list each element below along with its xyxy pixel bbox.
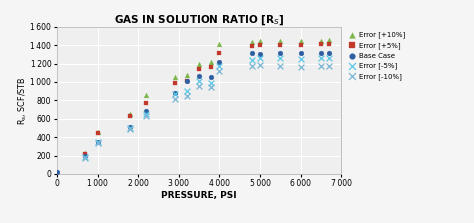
Base Case [208, 76, 215, 79]
Error [-5%] [317, 57, 325, 60]
Base Case [276, 52, 284, 55]
Error [-5%] [82, 155, 89, 159]
Error [-5%] [143, 112, 150, 116]
Error [+10%] [183, 73, 191, 76]
Error [+5%] [195, 67, 203, 71]
Error [+5%] [317, 42, 325, 45]
Base Case [297, 52, 304, 55]
Error [+10%] [317, 39, 325, 42]
Error [+5%] [94, 131, 101, 134]
Error [+10%] [143, 93, 150, 97]
Error [-5%] [208, 81, 215, 85]
Error [-10%] [276, 64, 284, 68]
Error [+5%] [248, 44, 255, 47]
Error [+10%] [82, 151, 89, 155]
X-axis label: PRESSURE, PSI: PRESSURE, PSI [161, 191, 237, 200]
Error [-5%] [216, 64, 223, 68]
Base Case [256, 53, 264, 56]
Base Case [94, 140, 101, 144]
Error [-10%] [126, 127, 134, 131]
Base Case [216, 60, 223, 64]
Error [+5%] [126, 115, 134, 118]
Base Case [143, 110, 150, 113]
Base Case [53, 170, 61, 174]
Error [-10%] [183, 94, 191, 98]
Error [+5%] [143, 101, 150, 104]
Error [+5%] [82, 152, 89, 156]
Error [-5%] [195, 80, 203, 83]
Error [-10%] [171, 98, 179, 101]
Error [+10%] [256, 39, 264, 43]
Error [-5%] [171, 93, 179, 96]
Error [+5%] [171, 81, 179, 85]
Error [+10%] [126, 112, 134, 116]
Y-axis label: R$_s$, SCF/STB: R$_s$, SCF/STB [17, 76, 29, 125]
Error [-5%] [94, 140, 101, 144]
Error [-5%] [183, 89, 191, 93]
Base Case [171, 91, 179, 95]
Error [+5%] [183, 79, 191, 83]
Error [+10%] [248, 40, 255, 44]
Error [-10%] [208, 85, 215, 88]
Error [+10%] [325, 38, 333, 42]
Error [-10%] [94, 141, 101, 145]
Error [+10%] [94, 130, 101, 133]
Error [+10%] [216, 42, 223, 46]
Error [-10%] [317, 64, 325, 68]
Error [-10%] [248, 64, 255, 68]
Error [+10%] [276, 40, 284, 43]
Error [+5%] [297, 43, 304, 46]
Base Case [126, 125, 134, 129]
Error [-5%] [297, 57, 304, 61]
Base Case [195, 75, 203, 78]
Error [-10%] [297, 65, 304, 68]
Title: GAS IN SOLUTION RATIO [R$_S$]: GAS IN SOLUTION RATIO [R$_S$] [114, 13, 284, 27]
Base Case [183, 79, 191, 83]
Error [-10%] [82, 156, 89, 160]
Error [+5%] [325, 42, 333, 45]
Error [+10%] [208, 60, 215, 64]
Legend: Error [+10%], Error [+5%], Base Case, Error [-5%], Error [-10%]: Error [+10%], Error [+5%], Base Case, Er… [347, 30, 406, 81]
Error [+5%] [276, 43, 284, 47]
Error [-10%] [143, 114, 150, 117]
Error [-5%] [126, 126, 134, 130]
Error [-10%] [195, 84, 203, 88]
Error [-5%] [276, 57, 284, 60]
Error [+5%] [216, 51, 223, 54]
Error [+10%] [171, 76, 179, 79]
Base Case [248, 52, 255, 55]
Error [-5%] [256, 57, 264, 60]
Error [-5%] [325, 57, 333, 60]
Base Case [317, 51, 325, 54]
Base Case [82, 154, 89, 158]
Error [-5%] [248, 58, 255, 62]
Error [-10%] [216, 69, 223, 73]
Error [-10%] [256, 64, 264, 67]
Base Case [325, 51, 333, 55]
Error [-10%] [325, 64, 333, 68]
Error [+5%] [208, 65, 215, 68]
Error [+10%] [195, 62, 203, 65]
Error [+10%] [297, 39, 304, 43]
Error [+5%] [256, 43, 264, 46]
